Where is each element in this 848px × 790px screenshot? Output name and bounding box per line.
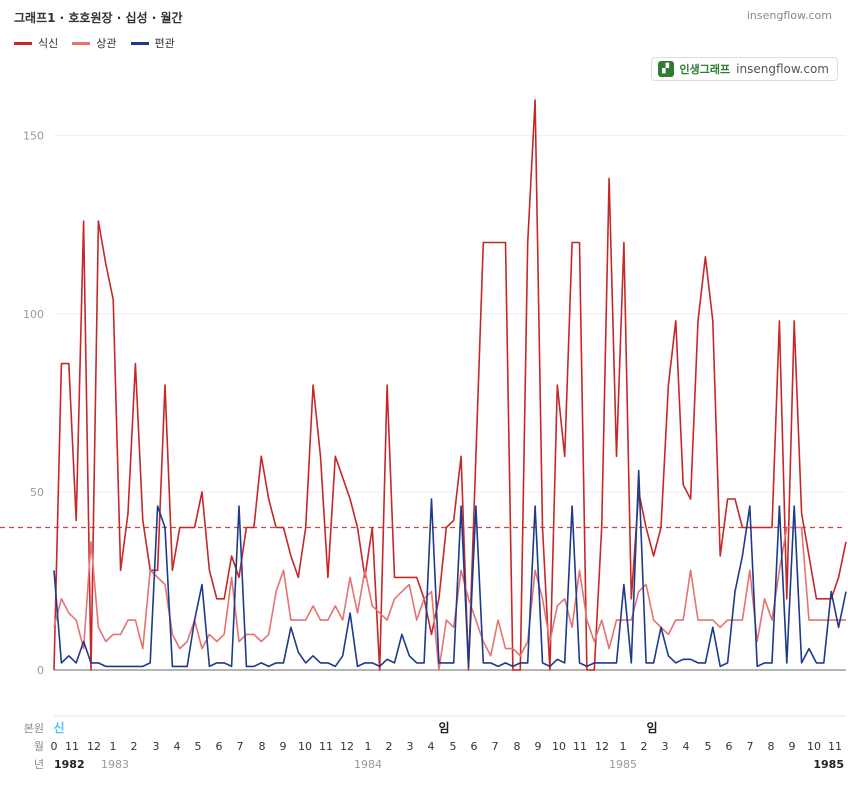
month-tick-label: 1 [620,740,627,753]
brand-badge[interactable]: ▞ 인생그래프 insengflow.com [650,57,838,81]
series-line-1 [53,526,846,671]
y-tick-label: 100 [23,308,44,321]
month-tick-label: 9 [280,740,287,753]
month-tick-label: 6 [216,740,223,753]
month-tick-label: 11 [319,740,333,753]
month-tick-label: 7 [237,740,244,753]
series-line-2 [53,469,847,668]
month-tick-label: 10 [298,740,312,753]
month-tick-label: 3 [407,740,414,753]
pillar-mark: 임 [438,721,449,735]
month-tick-label: 8 [259,740,266,753]
month-tick-label: 3 [662,740,669,753]
month-tick-label: 5 [450,740,457,753]
month-tick-label: 10 [807,740,821,753]
legend-item-pyeongwan[interactable]: 편관 [130,35,175,51]
pillar-mark: 임 [646,721,657,735]
month-tick-label: 11 [828,740,842,753]
legend: 식신 상관 편관 [14,35,175,51]
month-tick-label: 6 [471,740,478,753]
month-tick-label: 0 [51,740,58,753]
month-tick-label: 12 [340,740,354,753]
y-tick-label: 0 [37,664,44,677]
series-line-0 [53,99,847,671]
legend-swatch [130,41,149,45]
y-tick-label: 150 [23,130,44,143]
month-tick-label: 4 [683,740,690,753]
pillar-mark: 신 [53,720,64,735]
year-tick-label: 1985 [813,758,844,771]
month-tick-label: 8 [514,740,521,753]
pillar-row-label: 본원 [24,722,44,735]
year-tick-label: 1985 [609,758,637,771]
legend-label: 식신 [38,37,59,50]
month-tick-label: 6 [726,740,733,753]
month-tick-label: 8 [768,740,775,753]
year-tick-label: 1982 [54,758,85,771]
brand-link[interactable]: insengflow.com [746,9,832,22]
legend-item-siksin[interactable]: 식신 [14,35,58,51]
month-tick-label: 12 [595,740,609,753]
legend-label: 편관 [154,37,175,50]
legend-item-sanggwan[interactable]: 상관 [72,35,117,51]
month-tick-label: 5 [705,740,712,753]
legend-swatch [14,41,32,45]
month-tick-label: 2 [386,740,393,753]
legend-label: 상관 [96,37,117,50]
month-tick-label: 9 [535,740,542,753]
month-tick-label: 5 [195,740,202,753]
graph-logo-icon: ▞ [657,61,674,77]
month-tick-label: 2 [641,740,648,753]
month-row-label: 월 [34,740,44,753]
month-tick-label: 4 [174,740,181,753]
month-tick-label: 12 [87,740,101,753]
year-tick-label: 1984 [354,758,382,771]
month-tick-label: 1 [365,740,372,753]
chart-title: 그래프1 · 호호원장 · 십성 · 월간 [14,11,183,25]
month-tick-label: 2 [131,740,138,753]
year-row-label: 년 [34,758,44,771]
month-tick-label: 11 [65,740,79,753]
y-tick-label: 50 [30,486,44,499]
month-tick-label: 7 [747,740,754,753]
badge-domain: insengflow.com [736,62,829,76]
badge-name: 인생그래프 [679,63,731,76]
month-tick-label: 11 [573,740,587,753]
legend-swatch [72,41,91,45]
month-tick-label: 7 [492,740,499,753]
month-tick-label: 4 [428,740,435,753]
month-tick-label: 10 [552,740,566,753]
month-tick-label: 9 [789,740,796,753]
month-tick-label: 3 [153,740,160,753]
month-tick-label: 1 [110,740,117,753]
year-tick-label: 1983 [101,758,129,771]
